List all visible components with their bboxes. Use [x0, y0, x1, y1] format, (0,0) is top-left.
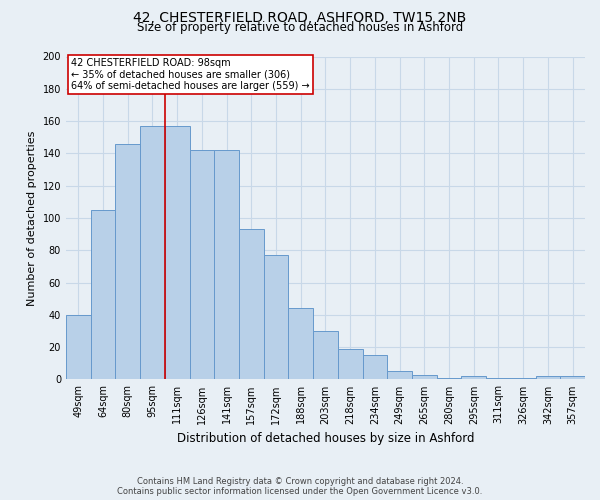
Bar — [536, 376, 560, 380]
Bar — [412, 374, 437, 380]
Bar — [560, 376, 585, 380]
Text: Contains HM Land Registry data © Crown copyright and database right 2024.
Contai: Contains HM Land Registry data © Crown c… — [118, 476, 482, 496]
Bar — [486, 378, 511, 380]
Bar — [263, 255, 289, 380]
Bar — [461, 376, 486, 380]
Bar — [362, 355, 387, 380]
Bar — [214, 150, 239, 380]
Bar — [165, 126, 190, 380]
Bar — [313, 331, 338, 380]
Bar — [190, 150, 214, 380]
Bar — [511, 378, 536, 380]
Bar — [289, 308, 313, 380]
Text: Size of property relative to detached houses in Ashford: Size of property relative to detached ho… — [137, 21, 463, 34]
Bar — [115, 144, 140, 380]
Y-axis label: Number of detached properties: Number of detached properties — [27, 130, 37, 306]
Text: 42, CHESTERFIELD ROAD, ASHFORD, TW15 2NB: 42, CHESTERFIELD ROAD, ASHFORD, TW15 2NB — [133, 11, 467, 25]
Bar — [239, 230, 263, 380]
Bar — [91, 210, 115, 380]
Bar — [387, 372, 412, 380]
X-axis label: Distribution of detached houses by size in Ashford: Distribution of detached houses by size … — [177, 432, 474, 445]
Bar — [66, 315, 91, 380]
Bar — [140, 126, 165, 380]
Text: 42 CHESTERFIELD ROAD: 98sqm
← 35% of detached houses are smaller (306)
64% of se: 42 CHESTERFIELD ROAD: 98sqm ← 35% of det… — [71, 58, 310, 92]
Bar — [437, 378, 461, 380]
Bar — [338, 349, 362, 380]
